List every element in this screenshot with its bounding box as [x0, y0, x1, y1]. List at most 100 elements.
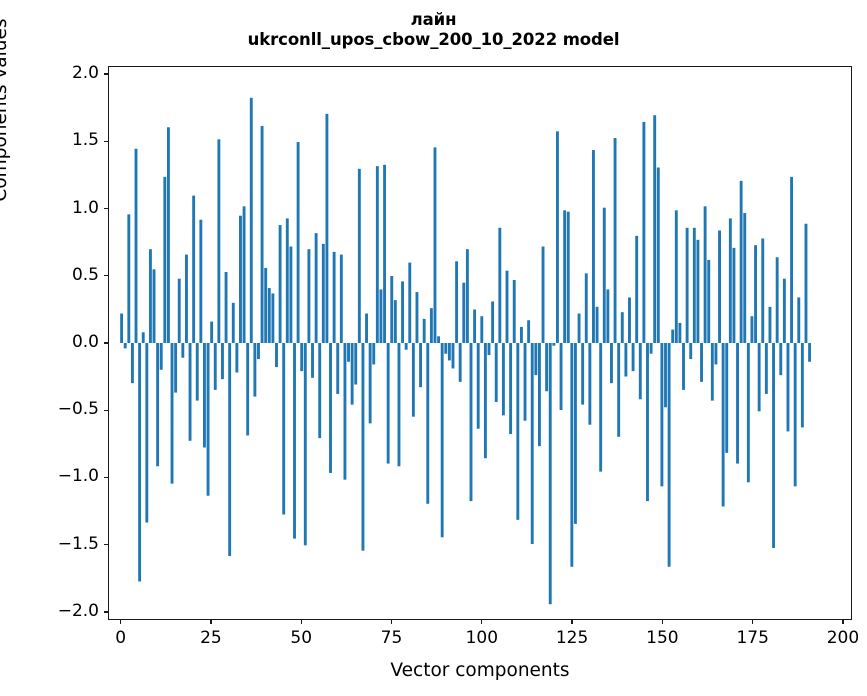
- x-tick-label: 125: [555, 628, 589, 648]
- y-tick-label: −1.5: [57, 533, 99, 554]
- bar: [592, 150, 595, 343]
- bar: [754, 245, 757, 343]
- bar: [336, 343, 340, 394]
- bar: [404, 343, 408, 350]
- bar: [610, 343, 613, 384]
- bar: [127, 214, 131, 343]
- bar: [545, 343, 549, 392]
- bar: [772, 343, 775, 548]
- bar: [505, 270, 509, 343]
- bar: [725, 343, 729, 453]
- bar: [718, 230, 721, 343]
- bar: [631, 343, 635, 372]
- bar: [483, 343, 487, 459]
- bar: [213, 343, 217, 390]
- bar: [228, 343, 232, 557]
- bar: [746, 343, 750, 483]
- bar: [210, 321, 214, 343]
- x-tick-mark: [752, 620, 754, 625]
- bar: [293, 343, 296, 539]
- bar: [487, 343, 491, 356]
- bar: [152, 269, 156, 343]
- y-tick-mark: [103, 409, 108, 411]
- chart-title-line-2: ukrconll_upos_cbow_200_10_2022 model: [247, 30, 620, 50]
- bar: [447, 343, 451, 361]
- bar: [123, 343, 127, 349]
- bar: [249, 97, 253, 343]
- bar: [786, 343, 790, 432]
- bar: [307, 249, 311, 343]
- bar: [156, 343, 160, 467]
- bar: [130, 343, 134, 384]
- bar: [674, 210, 678, 343]
- bar: [646, 343, 649, 502]
- bar: [303, 343, 307, 546]
- bar: [458, 343, 462, 382]
- bar: [383, 164, 386, 343]
- y-tick-label: 2.0: [71, 63, 99, 84]
- bar: [170, 343, 174, 484]
- y-tick-mark: [103, 207, 108, 210]
- bar: [181, 343, 185, 358]
- bar: [163, 176, 167, 343]
- bar: [300, 343, 304, 372]
- bar: [199, 219, 203, 343]
- bar: [617, 343, 621, 437]
- bar: [476, 343, 480, 429]
- bar: [696, 239, 700, 343]
- y-axis-label: Components values: [0, 18, 11, 202]
- bar: [584, 273, 588, 343]
- bar: [779, 343, 783, 376]
- bar: [177, 278, 181, 343]
- bar: [775, 257, 779, 343]
- bar: [512, 280, 516, 343]
- bar: [491, 301, 495, 343]
- bar: [455, 261, 459, 343]
- bar: [148, 249, 152, 343]
- bar: [134, 148, 138, 343]
- bar: [314, 233, 318, 343]
- bar: [239, 215, 242, 343]
- bar: [473, 309, 477, 343]
- bar: [145, 343, 149, 523]
- bar: [372, 343, 376, 365]
- bar: [296, 142, 300, 343]
- bar: [185, 254, 188, 343]
- plot-axes: [108, 66, 852, 620]
- bar: [386, 343, 390, 464]
- y-tick-mark: [103, 611, 108, 613]
- bar: [267, 288, 271, 343]
- bar: [465, 249, 469, 343]
- bar: [325, 113, 329, 343]
- bar: [311, 343, 314, 378]
- bar: [667, 343, 671, 567]
- bar: [797, 297, 801, 343]
- bar: [415, 292, 419, 343]
- bar: [393, 300, 397, 343]
- bar: [174, 343, 178, 393]
- bar: [685, 227, 689, 343]
- bar: [530, 343, 534, 544]
- bar: [365, 313, 368, 343]
- bar: [246, 343, 250, 436]
- bar: [757, 343, 761, 412]
- bar: [548, 343, 552, 605]
- y-tick-mark: [103, 544, 108, 546]
- bar: [563, 210, 567, 343]
- bar: [257, 343, 260, 360]
- bar: [721, 343, 725, 507]
- bar: [192, 195, 196, 343]
- y-tick-mark: [103, 342, 108, 344]
- bar: [700, 343, 703, 382]
- bar: [761, 238, 765, 343]
- x-tick-mark: [210, 620, 212, 625]
- bar: [566, 211, 570, 343]
- bar: [332, 251, 336, 343]
- bar: [714, 343, 718, 365]
- bar: [782, 278, 786, 343]
- x-tick-label: 50: [290, 628, 313, 648]
- bar: [556, 131, 559, 343]
- bar: [426, 343, 430, 504]
- bar: [808, 343, 812, 362]
- x-tick-label: 150: [646, 628, 679, 648]
